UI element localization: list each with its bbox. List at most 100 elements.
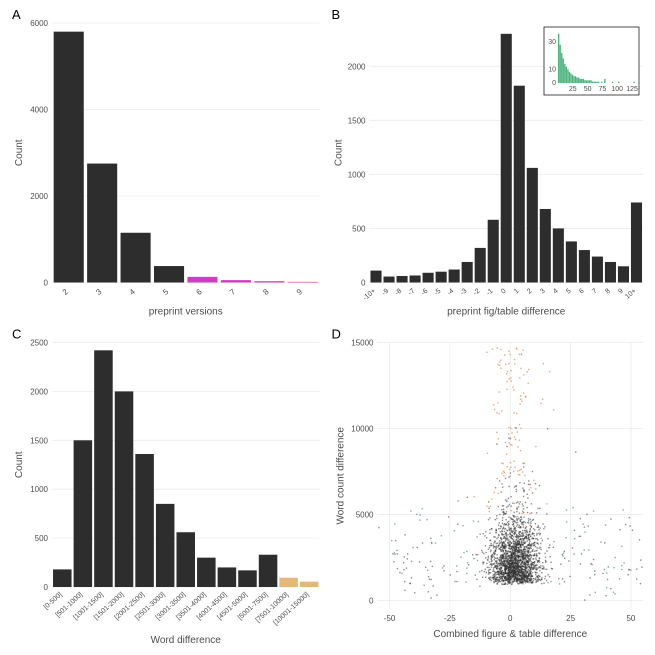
panel-d-xtitle: Combined figure & table difference [433,629,587,640]
svg-text:1500: 1500 [30,436,48,445]
bar [462,262,473,283]
svg-text:4000: 4000 [30,106,48,115]
svg-text:-8: -8 [394,288,403,297]
bar [501,34,512,283]
bar [156,504,175,587]
svg-text:-10+: -10+ [362,288,377,303]
svg-text:100: 100 [611,86,623,93]
svg-text:9: 9 [295,287,305,297]
svg-text:25: 25 [569,86,577,93]
bar [566,241,577,282]
svg-text:0: 0 [508,614,513,623]
bar [370,271,381,283]
bar [121,233,151,283]
bar [618,266,629,282]
bar [449,270,460,283]
svg-text:5: 5 [565,288,573,296]
svg-text:-3: -3 [459,288,468,297]
bar [579,250,590,282]
svg-text:5000: 5000 [356,510,374,519]
bar [187,277,217,283]
svg-text:10000: 10000 [351,424,374,433]
bar [54,32,84,283]
bar [475,248,486,283]
bar [238,570,257,587]
svg-text:0: 0 [369,596,374,605]
panel-d: D050001000015000-50-2502550Combined figu… [332,327,644,641]
bar [423,273,434,283]
svg-text:1000: 1000 [30,485,48,494]
svg-text:-5: -5 [433,288,442,297]
svg-text:1: 1 [513,288,521,296]
panel-c-xtitle: Word difference [151,635,222,646]
svg-text:-1: -1 [485,288,494,297]
bar [605,262,616,283]
svg-text:2000: 2000 [30,192,48,201]
bar [115,391,134,587]
svg-text:8: 8 [261,287,271,297]
bar [218,567,237,587]
bar [397,276,408,282]
bar [288,282,318,283]
svg-text:75: 75 [599,86,607,93]
panel-d-label: D [332,327,341,342]
svg-text:2: 2 [526,288,534,296]
bar [53,569,72,587]
svg-text:7: 7 [228,287,238,297]
panel-c-label: C [12,327,21,342]
panel-b: B0500100015002000-10+-9-8-7-6-5-4-3-2-10… [332,7,644,318]
svg-text:15000: 15000 [351,339,374,348]
svg-text:1500: 1500 [348,116,366,125]
bar [410,275,421,282]
svg-text:6000: 6000 [30,19,48,28]
bar [540,209,551,283]
bar [74,440,93,587]
bar [436,272,447,283]
svg-text:9: 9 [617,288,625,296]
svg-text:50: 50 [626,614,635,623]
bar [135,454,154,587]
svg-text:-7: -7 [407,288,416,297]
bar [631,202,642,282]
panel-c-ytitle: Count [14,451,25,478]
svg-text:50: 50 [584,86,592,93]
bar [384,277,395,283]
svg-text:7: 7 [591,288,599,296]
bar [527,168,538,283]
svg-text:-4: -4 [446,288,455,297]
svg-text:500: 500 [352,224,366,233]
bar [300,582,319,587]
bar [279,578,298,587]
svg-text:-25: -25 [444,614,456,623]
svg-text:4: 4 [128,287,138,297]
svg-text:0: 0 [44,583,49,592]
svg-text:8: 8 [604,288,612,296]
bar [254,281,284,282]
panel-a-label: A [12,7,21,22]
bar [176,532,195,587]
bar [514,86,525,283]
svg-text:-6: -6 [420,288,429,297]
panel-a: A020004000600023456789preprint versionsC… [12,7,320,318]
svg-text:10: 10 [548,66,556,73]
svg-text:125: 125 [626,86,638,93]
svg-text:3: 3 [94,287,104,297]
svg-text:6: 6 [578,288,586,296]
svg-text:4: 4 [552,288,560,296]
svg-text:-9: -9 [381,288,390,297]
svg-text:0: 0 [500,288,508,296]
panel-b-label: B [332,7,341,22]
svg-text:30: 30 [548,39,556,46]
svg-text:0: 0 [361,279,366,288]
svg-text:25: 25 [566,614,575,623]
panel-b-ytitle: Count [334,139,345,166]
svg-text:5: 5 [161,287,171,297]
panel-a-xtitle: preprint versions [149,307,223,318]
svg-text:2: 2 [61,287,71,297]
panel-d-ytitle: Word count difference [336,427,347,525]
svg-text:3: 3 [539,288,547,296]
svg-text:-2: -2 [472,288,481,297]
bar [592,257,603,283]
svg-text:10+: 10+ [624,288,638,301]
panel-c: C05001000150020002500[0-500][501-1000][1… [12,327,320,647]
